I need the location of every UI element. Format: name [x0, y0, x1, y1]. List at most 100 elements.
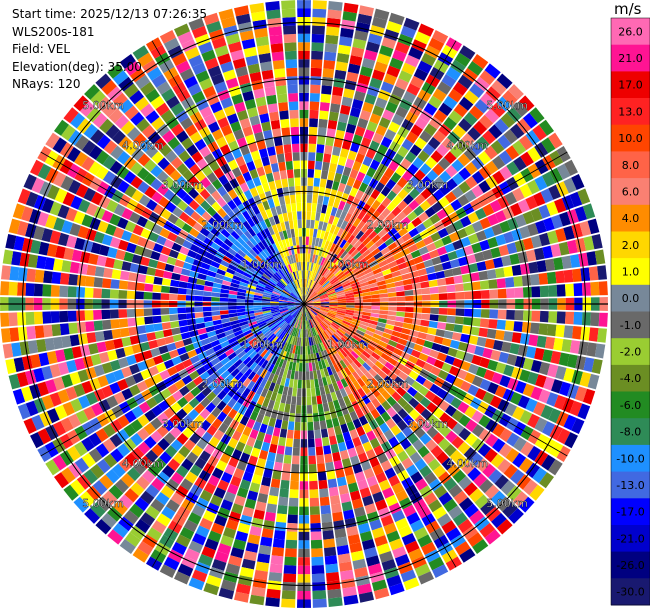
velocity-cell [484, 108, 500, 124]
velocity-cell [131, 254, 142, 265]
velocity-cell [309, 310, 316, 317]
velocity-cell [170, 320, 180, 329]
velocity-cell [287, 246, 292, 256]
velocity-cell [484, 259, 495, 270]
velocity-cell [356, 329, 365, 336]
velocity-cell [287, 177, 295, 187]
velocity-cell [575, 355, 587, 371]
velocity-cell [383, 522, 397, 535]
velocity-cell [249, 350, 258, 359]
velocity-cell [324, 187, 332, 198]
velocity-cell [59, 450, 74, 466]
velocity-cell [2, 249, 14, 265]
velocity-cell [270, 206, 278, 217]
velocity-cell [421, 541, 437, 556]
velocity-cell [109, 433, 123, 448]
velocity-cell [280, 331, 287, 340]
velocity-cell [102, 423, 116, 438]
velocity-cell [583, 357, 595, 373]
velocity-cell [313, 263, 318, 273]
velocity-cell [377, 242, 388, 252]
velocity-cell [362, 495, 374, 507]
velocity-cell [288, 335, 293, 344]
velocity-cell [472, 290, 482, 299]
velocity-cell [325, 461, 335, 472]
velocity-cell [309, 309, 317, 317]
velocity-cell [273, 327, 281, 335]
velocity-cell [275, 285, 284, 291]
velocity-cell [248, 263, 257, 271]
velocity-cell [118, 136, 132, 150]
velocity-cell [317, 324, 323, 333]
velocity-cell [174, 259, 185, 268]
velocity-cell [490, 349, 501, 361]
velocity-cell [579, 371, 592, 388]
velocity-cell [227, 398, 237, 409]
velocity-cell [353, 348, 362, 357]
velocity-cell [66, 445, 81, 462]
velocity-cell [324, 385, 331, 395]
velocity-cell [93, 231, 105, 244]
velocity-cell [175, 60, 191, 74]
velocity-cell [498, 351, 510, 364]
velocity-cell [337, 273, 346, 280]
velocity-cell [159, 227, 171, 239]
velocity-cell [285, 324, 291, 333]
velocity-cell [109, 236, 121, 249]
velocity-cell [182, 262, 193, 271]
velocity-cell [332, 511, 344, 522]
velocity-cell [372, 267, 382, 275]
velocity-cell [414, 478, 428, 491]
velocity-cell [214, 551, 229, 563]
velocity-cell [334, 172, 342, 183]
velocity-cell [199, 517, 213, 530]
velocity-cell [181, 458, 194, 471]
velocity-cell [299, 329, 302, 338]
velocity-cell [328, 275, 336, 282]
velocity-cell [211, 287, 221, 293]
velocity-cell [161, 278, 172, 286]
velocity-cell [151, 191, 163, 204]
velocity-cell [157, 412, 169, 425]
velocity-cell [447, 292, 456, 300]
velocity-cell [288, 93, 299, 102]
velocity-cell [371, 579, 388, 592]
velocity-cell [281, 248, 287, 258]
velocity-cell [120, 473, 135, 488]
velocity-cell [276, 153, 285, 163]
velocity-cell [109, 382, 121, 395]
velocity-cell [342, 347, 351, 356]
velocity-cell [307, 185, 313, 195]
velocity-cell [312, 304, 321, 307]
velocity-cell [17, 267, 28, 282]
velocity-cell [163, 176, 175, 189]
velocity-cell [124, 220, 137, 233]
velocity-cell [262, 200, 270, 211]
velocity-cell [269, 111, 280, 122]
velocity-cell [533, 401, 546, 416]
velocity-cell [284, 314, 292, 321]
velocity-cell [309, 489, 319, 499]
velocity-cell [315, 237, 320, 247]
velocity-cell [410, 471, 423, 484]
velocity-cell [297, 297, 304, 304]
velocity-cell [403, 317, 413, 324]
velocity-cell [267, 495, 278, 505]
velocity-cell [124, 488, 139, 503]
velocity-cell [312, 301, 321, 304]
velocity-cell [249, 187, 259, 198]
velocity-cell [352, 179, 362, 190]
velocity-cell [384, 361, 395, 371]
velocity-cell [379, 293, 389, 298]
velocity-cell [353, 359, 362, 368]
velocity-cell [272, 538, 285, 549]
velocity-cell [520, 151, 534, 167]
velocity-cell [408, 355, 419, 365]
velocity-cell [395, 78, 409, 91]
velocity-cell [138, 265, 148, 275]
velocity-cell [177, 307, 187, 314]
velocity-cell [315, 160, 323, 170]
velocity-cell [358, 182, 369, 193]
velocity-cell [272, 470, 282, 480]
